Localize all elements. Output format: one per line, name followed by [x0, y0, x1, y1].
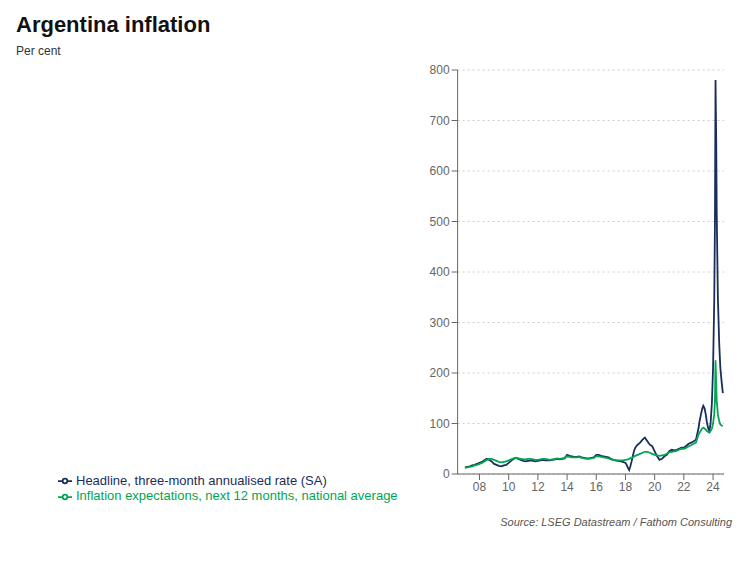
html-text:Argentina inflation: Argentina inflation [16, 12, 211, 37]
html-text:Per cent: Per cent [16, 44, 61, 58]
svg-text:600: 600 [430, 164, 450, 178]
html-text:Headline, three-month annualis: Headline, three-month annualised rate (S… [76, 472, 327, 488]
svg-text:0: 0 [443, 467, 450, 481]
svg-text:08: 08 [473, 480, 487, 494]
svg-text:22: 22 [677, 480, 691, 494]
svg-text:12: 12 [531, 480, 545, 494]
svg-text:700: 700 [430, 114, 450, 128]
svg-text:24: 24 [706, 480, 720, 494]
svg-text:400: 400 [430, 265, 450, 279]
html-text:Inflation expectations, next 1: Inflation expectations, next 12 months, … [76, 488, 398, 504]
svg-text:800: 800 [430, 63, 450, 77]
svg-text:16: 16 [590, 480, 604, 494]
html-text:Source: LSEG Datastream / Fath: Source: LSEG Datastream / Fathom Consult… [500, 516, 732, 528]
svg-text:100: 100 [430, 417, 450, 431]
svg-text:300: 300 [430, 316, 450, 330]
svg-text:200: 200 [430, 366, 450, 380]
svg-text:20: 20 [648, 480, 662, 494]
svg-text:18: 18 [619, 480, 633, 494]
svg-text:14: 14 [560, 480, 574, 494]
svg-text:10: 10 [502, 480, 516, 494]
svg-text:500: 500 [430, 215, 450, 229]
